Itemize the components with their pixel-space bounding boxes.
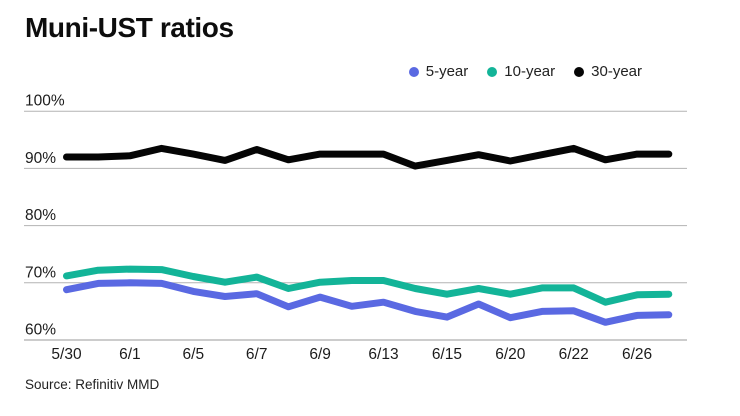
x-axis-tick-label: 6/20 (495, 346, 526, 363)
y-axis-tick-label: 90% (25, 150, 56, 167)
legend-item-5-year: 5-year (408, 63, 469, 80)
x-axis-tick-label: 6/9 (309, 346, 331, 363)
x-axis-tick-label: 6/26 (622, 346, 652, 363)
source-label: Source: Refinitiv MMD (25, 377, 160, 392)
legend-dot-10-year-icon (487, 66, 498, 77)
legend-item-10-year: 10-year (487, 63, 555, 80)
legend-label-5-year: 5-year (425, 63, 469, 80)
x-axis-tick-label: 5/30 (51, 346, 82, 363)
legend-label-30-year: 30-year (591, 63, 642, 80)
series-line-30-year (63, 144, 673, 170)
y-axis-tick-label: 80% (25, 207, 56, 224)
y-axis-tick-label: 100% (25, 93, 65, 110)
x-axis-tick-label: 6/5 (183, 346, 205, 363)
chart-title: Muni-UST ratios (25, 12, 234, 43)
y-axis-tick-label: 60% (25, 322, 56, 339)
x-axis-tick-label: 6/1 (119, 346, 141, 363)
x-axis-tick-label: 6/15 (432, 346, 462, 363)
series-line-10-year (63, 265, 673, 306)
y-axis-tick-label: 70% (25, 264, 56, 281)
x-axis-tick-label: 6/7 (246, 346, 268, 363)
legend-item-30-year: 30-year (574, 63, 642, 80)
legend-dot-5-year-icon (408, 66, 419, 77)
legend: 5-year 10-year 30-year (408, 63, 642, 80)
legend-dot-30-year-icon (574, 66, 585, 77)
series-line-5-year (63, 279, 673, 326)
x-axis-tick-label: 6/22 (559, 346, 589, 363)
x-axis-tick-label: 6/13 (368, 346, 398, 363)
legend-label-10-year: 10-year (504, 63, 556, 80)
